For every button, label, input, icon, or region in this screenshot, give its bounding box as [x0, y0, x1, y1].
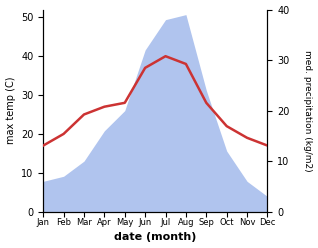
Y-axis label: max temp (C): max temp (C) [5, 77, 16, 144]
Y-axis label: med. precipitation (kg/m2): med. precipitation (kg/m2) [303, 50, 313, 171]
X-axis label: date (month): date (month) [114, 232, 197, 243]
